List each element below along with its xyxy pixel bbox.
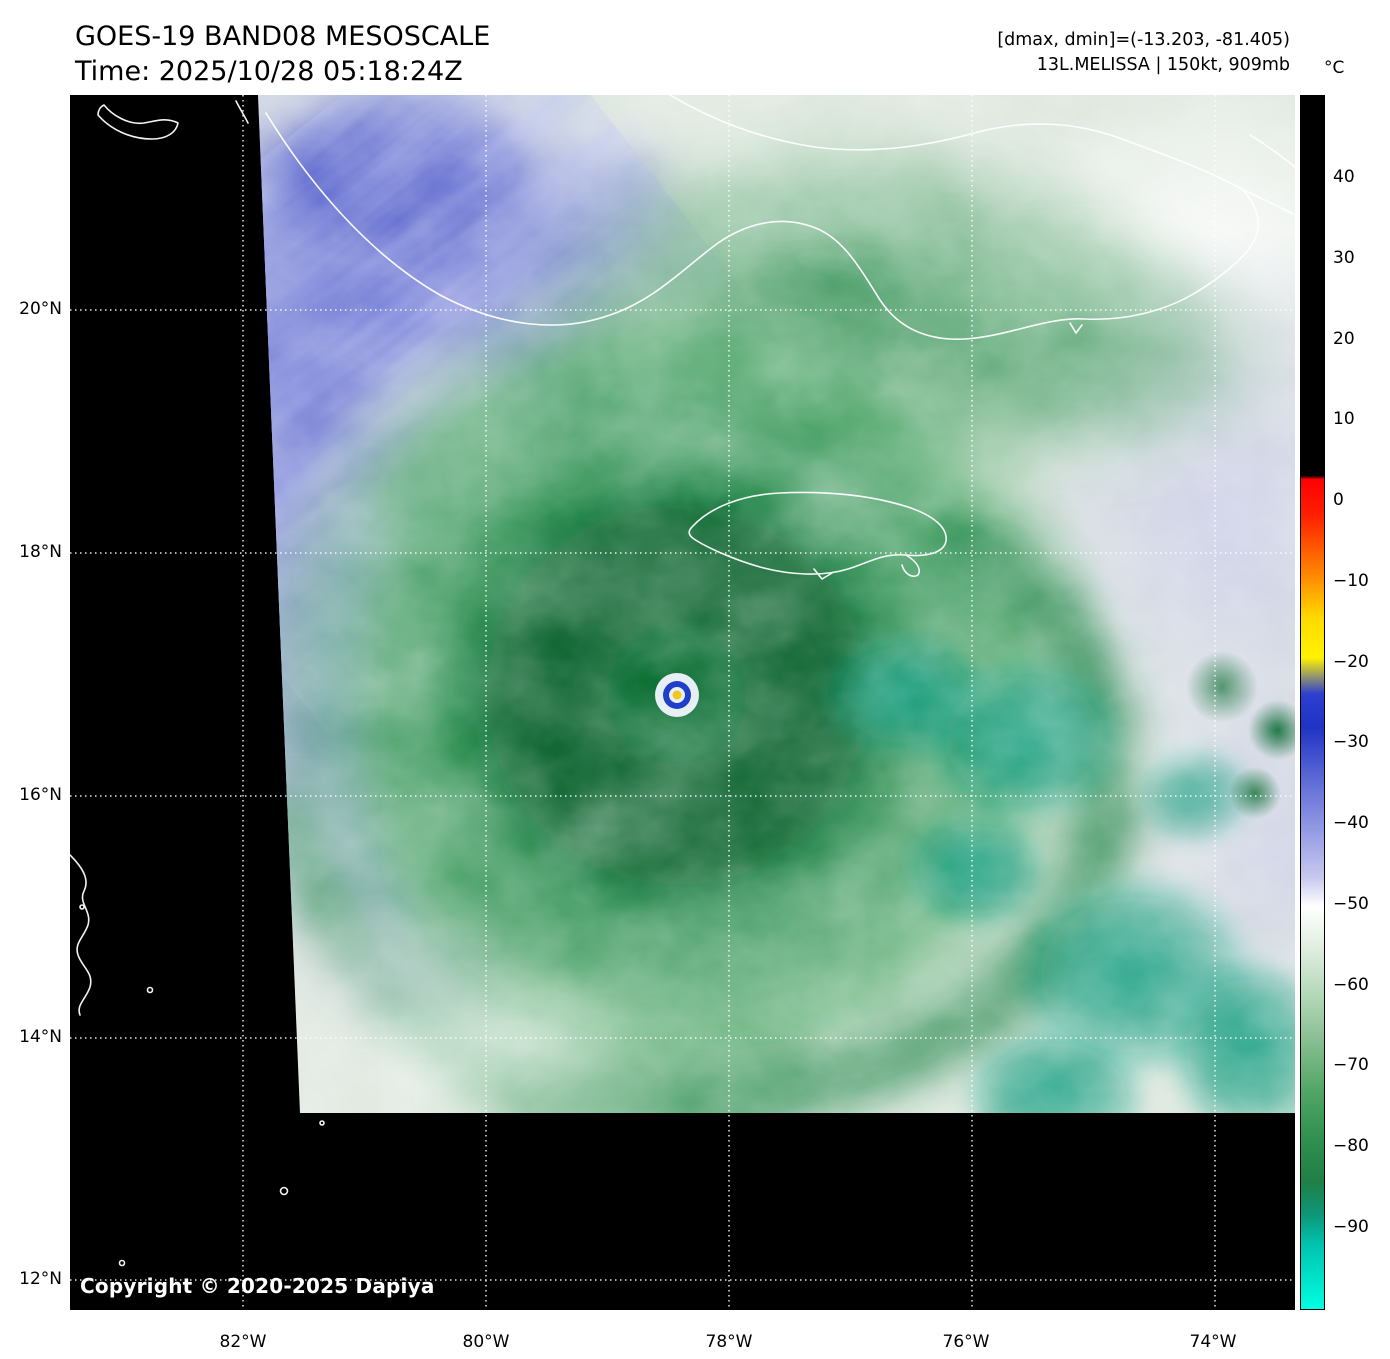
- lat-tick-label: 12°N: [19, 1269, 62, 1289]
- lon-tick-label: 80°W: [462, 1332, 510, 1352]
- jamaica-coast: [688, 491, 947, 575]
- colorbar-tick-label: −30: [1333, 732, 1369, 752]
- storm-header: [dmax, dmin]=(-13.203, -81.405) 13L.MELIS…: [997, 28, 1290, 79]
- colorbar-unit-label: °C: [1324, 58, 1345, 78]
- colorbar-tick-label: −70: [1333, 1055, 1369, 1075]
- colorbar-tick-label: −20: [1333, 652, 1369, 672]
- dmax-dmin-text: [dmax, dmin]=(-13.203, -81.405): [997, 30, 1290, 50]
- graticule-gridlines: [70, 95, 1295, 1310]
- product-header: GOES-19 BAND08 MESOSCALE Time: 2025/10/28…: [75, 20, 490, 89]
- coastlines: [70, 95, 1295, 1267]
- colorbar-tick-label: 10: [1333, 409, 1355, 429]
- isle-of-youth-coast: [97, 104, 179, 140]
- lon-tick-label: 74°W: [1189, 1332, 1237, 1352]
- lon-tick-label: 78°W: [705, 1332, 753, 1352]
- hurricane-eye: [655, 673, 699, 717]
- cuba-coast: [265, 112, 1243, 340]
- lon-tick-label: 76°W: [942, 1332, 990, 1352]
- product-title: GOES-19 BAND08 MESOSCALE: [75, 21, 491, 52]
- product-time: Time: 2025/10/28 05:18:24Z: [75, 55, 463, 87]
- copyright-text: Copyright © 2020-2025 Dapiya: [80, 1274, 435, 1298]
- lat-tick-label: 16°N: [19, 785, 62, 805]
- colorbar-tick-label: 0: [1333, 490, 1344, 510]
- lat-tick-label: 18°N: [19, 542, 62, 562]
- colorbar-tick-label: 30: [1333, 248, 1355, 268]
- colorbar-tick-label: −50: [1333, 894, 1369, 914]
- temperature-colorbar: [1300, 95, 1325, 1310]
- cloud-imagery: [258, 95, 1295, 1113]
- satellite-map: Copyright © 2020-2025 Dapiya: [70, 95, 1295, 1310]
- colorbar-tick-label: −40: [1333, 813, 1369, 833]
- colorbar-tick-label: −10: [1333, 571, 1369, 591]
- colorbar-tick-label: 40: [1333, 167, 1355, 187]
- colorbar-tick-label: 20: [1333, 329, 1355, 349]
- colorbar-tick-label: −80: [1333, 1136, 1369, 1156]
- lon-tick-label: 82°W: [219, 1332, 267, 1352]
- colorbar-tick-label: −60: [1333, 975, 1369, 995]
- lat-tick-label: 20°N: [19, 299, 62, 319]
- satellite-imagery-svg: [70, 95, 1295, 1310]
- central-america-coast: [70, 854, 92, 1016]
- colorbar-tick-label: −90: [1333, 1217, 1369, 1237]
- lat-tick-label: 14°N: [19, 1027, 62, 1047]
- storm-info-text: 13L.MELISSA | 150kt, 909mb: [1036, 55, 1290, 76]
